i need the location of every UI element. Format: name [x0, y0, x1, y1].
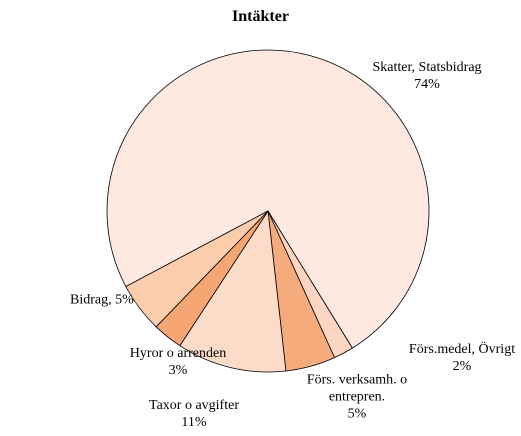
- value-label: 74%: [414, 77, 440, 92]
- category-label: Skatter, Statsbidrag: [372, 60, 482, 75]
- slice-label: Bidrag, 5%: [70, 292, 134, 309]
- slice-label: Skatter, Statsbidrag 74%: [372, 59, 482, 93]
- pie-slice: [106, 49, 430, 349]
- category-label: Hyror o arrenden: [129, 346, 227, 361]
- value-label: 3%: [168, 363, 188, 378]
- slice-label: Förs. verksamh. o entrepren. 5%: [287, 372, 427, 423]
- category-label: Taxor o avgifter: [149, 398, 239, 413]
- category-label: Förs. verksamh. o entrepren.: [306, 372, 408, 405]
- value-label: 2%: [452, 359, 472, 374]
- pie-slice: [179, 209, 287, 373]
- category-label: Bidrag,: [70, 292, 112, 308]
- slice-label: Taxor o avgifter 11%: [129, 397, 259, 431]
- slice-label: Hyror o arrenden 3%: [113, 345, 243, 379]
- slice-label: Förs.medel, Övrigt 2%: [397, 341, 521, 375]
- chart-title: Intäkter: [232, 8, 289, 25]
- value-label: 5%: [115, 292, 134, 308]
- category-label: Förs.medel, Övrigt: [408, 342, 516, 357]
- value-label: 11%: [181, 415, 207, 430]
- pie-slice: [125, 210, 269, 328]
- value-label: 5%: [347, 406, 367, 422]
